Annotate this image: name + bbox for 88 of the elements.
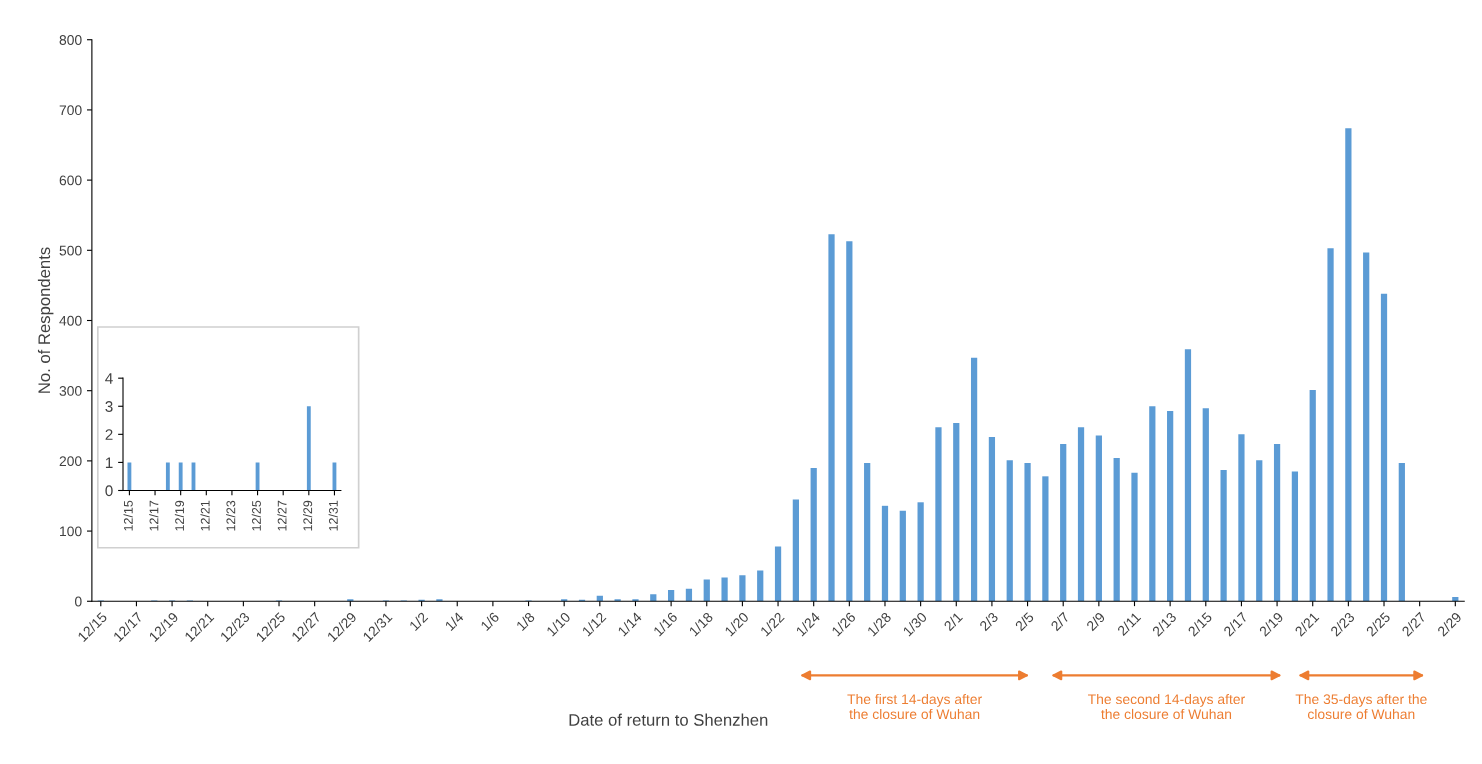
bar (1273, 444, 1281, 602)
bar (1184, 349, 1192, 602)
x-tick-label: 2/3 (978, 611, 999, 632)
bar (561, 599, 568, 602)
x-tick-label: 12/29 (303, 500, 313, 531)
bar (1327, 248, 1334, 602)
x-tick-label: 12/27 (277, 500, 287, 531)
bar (1202, 408, 1209, 602)
bar (1060, 444, 1067, 602)
y-tick-label: 100 (60, 526, 82, 537)
y-tick-label: 600 (59, 175, 82, 186)
y-tick-label: 500 (59, 245, 82, 256)
y-tick-label: 700 (59, 105, 82, 116)
x-tick-label: 2/21 (1294, 611, 1320, 637)
bar (1131, 472, 1138, 602)
x-tick-label: 2/9 (1085, 611, 1106, 632)
bar (881, 505, 889, 602)
x-tick-label: 12/31 (328, 500, 338, 531)
y-tick-label: 400 (59, 315, 82, 326)
bar (1077, 427, 1085, 602)
y-tick-label: 200 (59, 456, 82, 467)
x-tick-label: 1/8 (515, 611, 536, 632)
y-tick-label: 0 (74, 596, 82, 607)
bar (1256, 460, 1263, 602)
bar (774, 546, 782, 602)
bar (1024, 462, 1031, 602)
bar (1149, 406, 1156, 602)
bar (1095, 435, 1102, 602)
bar (721, 577, 728, 602)
bar (1452, 597, 1459, 602)
y-tick-label: 0 (105, 485, 113, 497)
bar (668, 590, 675, 602)
bar (1042, 476, 1049, 602)
text: The 35-days after the closure of Wuhan (1295, 693, 1427, 720)
bar (632, 599, 639, 602)
x-tick-label: 2/11 (1116, 611, 1142, 637)
y-tick-label: 1 (105, 457, 113, 468)
text: The second 14-days after the closure of Wuhan (1087, 693, 1245, 720)
x-tick-label: 1/2 (408, 611, 429, 632)
text: The first 14-days after the closure of Wuhan (847, 693, 982, 720)
x-tick-label: 12/15 (123, 500, 133, 531)
x-tick-label: 2/1 (943, 611, 964, 632)
bar (864, 462, 871, 602)
bar (347, 599, 354, 602)
x-tick-label: 12/23 (226, 500, 236, 531)
y-tick-label: 3 (105, 401, 113, 412)
y-axis-title: No. of Respondents (37, 247, 54, 393)
bar (436, 599, 443, 602)
bar (1006, 460, 1013, 602)
bar (1345, 128, 1352, 602)
x-tick-label: 12/25 (251, 500, 261, 531)
bar (1309, 389, 1316, 602)
bar (792, 499, 799, 602)
x-tick-label: 12/19 (174, 500, 185, 531)
x-tick-label: 12/21 (200, 500, 210, 531)
bar (1380, 293, 1388, 602)
x-tick-label: 12/17 (149, 500, 159, 531)
x-tick-label: 1/4 (444, 611, 465, 632)
x-tick-label: 2/7 (1050, 611, 1070, 632)
bar (1220, 470, 1227, 602)
bar (739, 575, 746, 602)
bar (935, 427, 942, 602)
bar (970, 357, 978, 602)
bar (1167, 411, 1174, 602)
bar (1238, 434, 1245, 602)
bar (899, 510, 906, 602)
bar (1113, 458, 1120, 602)
y-tick-label: 2 (105, 429, 113, 440)
x-tick-label: 2/5 (1014, 611, 1035, 632)
bar (810, 467, 817, 602)
y-tick-label: 4 (105, 373, 113, 384)
bar (703, 579, 710, 602)
bar (1398, 462, 1405, 602)
bar (685, 588, 693, 602)
bar (1291, 471, 1299, 602)
bar (846, 241, 853, 602)
y-tick-label: 800 (59, 35, 82, 45)
y-tick-label: 300 (59, 386, 82, 396)
bar (1363, 252, 1370, 602)
bar (757, 570, 764, 602)
bar (953, 422, 960, 602)
x-tick-label: 1/6 (479, 611, 500, 632)
bar (828, 234, 835, 602)
x-axis-title: Date of return to Shenzhen (569, 713, 768, 726)
bar (917, 502, 924, 602)
bar (650, 594, 657, 602)
bar (614, 599, 621, 602)
bar (988, 437, 996, 602)
